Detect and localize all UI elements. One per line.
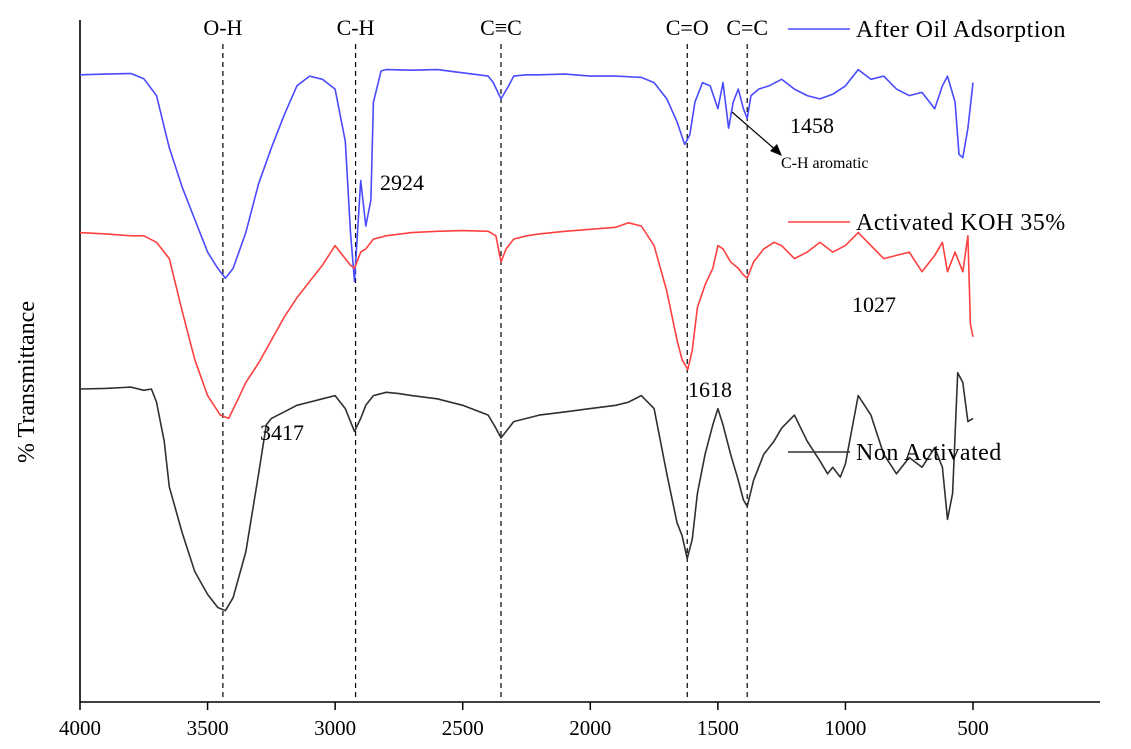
annotation-arrowhead xyxy=(770,144,782,156)
peak-labels: 3417 2924 1618 1458 1027 xyxy=(260,113,896,445)
annotation-arrow xyxy=(731,111,779,153)
x-tick-label: 1000 xyxy=(824,716,866,740)
band-reference-lines xyxy=(222,44,748,700)
band-label: C=C xyxy=(726,15,768,40)
series-line-0 xyxy=(79,68,974,283)
x-tick-label: 500 xyxy=(957,716,989,740)
band-label: C≡C xyxy=(480,15,522,40)
peak-label: 1027 xyxy=(852,292,896,317)
c-h-aromatic-annotation: C-H aromatic xyxy=(731,111,869,172)
legend: After Oil Adsorption Activated KOH 35% Non… xyxy=(788,17,1066,466)
peak-label: 1458 xyxy=(790,113,834,138)
x-axis-ticks: 4000 3500 3000 2500 2000 1500 1000 500 xyxy=(59,702,989,740)
peak-label: 2924 xyxy=(380,170,424,195)
annotation-text: C-H aromatic xyxy=(781,155,869,172)
peak-label: 3417 xyxy=(260,420,304,445)
x-tick-label: 2000 xyxy=(569,716,611,740)
x-tick-label: 2500 xyxy=(442,716,484,740)
series-line-2 xyxy=(79,371,974,612)
x-tick-label: 3000 xyxy=(314,716,356,740)
spectrum-curves xyxy=(79,68,974,612)
band-label: C=O xyxy=(666,15,709,40)
band-labels: O-H C-H C≡C C=O C=C xyxy=(203,15,768,40)
x-tick-label: 1500 xyxy=(697,716,739,740)
legend-label: Activated KOH 35% xyxy=(856,210,1066,236)
legend-label: Non Activated xyxy=(856,440,1002,466)
axes xyxy=(79,20,1100,703)
y-axis-label: % Transmittance xyxy=(14,301,40,463)
peak-label: 1618 xyxy=(688,377,732,402)
legend-label: After Oil Adsorption xyxy=(856,17,1066,43)
series-line-1 xyxy=(79,222,974,420)
x-tick-label: 3500 xyxy=(187,716,229,740)
x-tick-label: 4000 xyxy=(59,716,101,740)
band-label: C-H xyxy=(337,15,375,40)
band-label: O-H xyxy=(203,15,242,40)
